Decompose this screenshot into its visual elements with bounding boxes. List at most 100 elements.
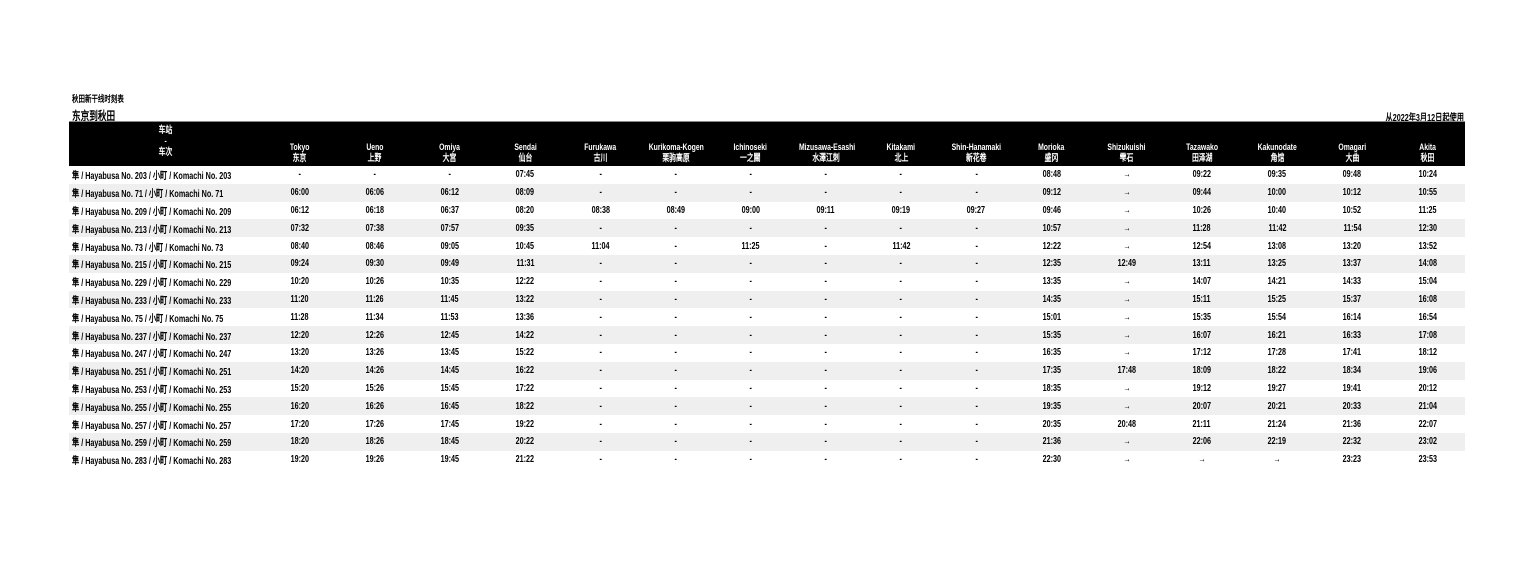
time-cell: 23:53 [1418, 454, 1437, 466]
station-name-en: Furukawa [584, 142, 617, 153]
time-cell: - [713, 183, 789, 202]
train-name: 隼 / Hayabusa No. 71 / 小町 / Komachi No. 7… [69, 183, 262, 202]
time-cell: - [599, 454, 602, 466]
time-cell: 07:57 [412, 219, 488, 238]
time-cell: 10:24 [1418, 169, 1437, 181]
time-cell: - [863, 432, 939, 451]
time-cell: 21:24 [1267, 418, 1287, 430]
time-cell: - [788, 361, 864, 380]
time-cell: 23:23 [1343, 454, 1362, 466]
station-name-en: Shin-Hanamaki [951, 142, 1001, 153]
time-cell: - [863, 326, 939, 344]
time-cell: 14:45 [412, 361, 488, 380]
time-cell: 17:08 [1389, 326, 1465, 344]
station-header-ichinoseki: Ichinoseki 一之關 [713, 121, 789, 166]
time-cell: 09:27 [967, 204, 986, 216]
table-row: 隼 / Hayabusa No. 213 / 小町 / Komachi No. … [69, 219, 1465, 238]
time-cell: - [749, 418, 752, 430]
train-name: 隼 / Hayabusa No. 283 / 小町 / Komachi No. … [72, 456, 232, 468]
time-cell: 15:22 [515, 347, 535, 359]
time-cell: - [899, 276, 903, 288]
time-cell: - [674, 382, 677, 394]
time-cell: - [373, 169, 376, 181]
time-cell: - [713, 361, 789, 380]
time-cell: 18:26 [337, 432, 413, 451]
time-cell: → [1089, 219, 1165, 238]
station-name-zh: 古川 [593, 153, 608, 164]
time-cell: 11:28 [1164, 219, 1240, 238]
time-cell: - [824, 418, 828, 430]
time-cell: 11:53 [412, 308, 488, 327]
station-header-sendai: Sendai 仙台 [487, 121, 563, 166]
time-cell: - [975, 418, 978, 430]
time-cell: 12:26 [337, 326, 413, 344]
station-name-en: Akita [1419, 142, 1436, 153]
time-cell: 10:52 [1343, 204, 1362, 216]
time-cell: - [824, 169, 828, 181]
time-cell: - [788, 432, 864, 451]
time-cell: - [637, 308, 714, 327]
time-cell: 10:40 [1267, 204, 1287, 216]
time-cell: 10:35 [440, 276, 460, 288]
train-name: 隼 / Hayabusa No. 247 / 小町 / Komachi No. … [72, 349, 232, 361]
time-cell: - [637, 183, 714, 202]
station-name-en: Shizukuishi [1107, 142, 1146, 153]
time-cell: 11:20 [262, 290, 338, 309]
time-cell: 19:12 [1192, 382, 1212, 394]
train-name: 隼 / Hayabusa No. 75 / 小町 / Komachi No. 7… [72, 313, 224, 325]
time-cell: 12:54 [1192, 240, 1212, 252]
time-cell: 11:25 [1418, 204, 1437, 216]
station-header-kakunodate: Kakunodate 角馆 [1239, 121, 1315, 166]
time-cell: 20:48 [1117, 418, 1136, 430]
table-row: 隼 / Hayabusa No. 229 / 小町 / Komachi No. … [69, 273, 1465, 291]
time-cell: → [1089, 308, 1165, 327]
time-cell: - [749, 276, 752, 288]
time-cell: 15:20 [290, 382, 309, 394]
time-cell: - [899, 347, 903, 359]
time-cell: 11:25 [741, 240, 760, 252]
time-cell: - [562, 219, 638, 238]
station-header-ueno: Ueno 上野 [337, 121, 413, 166]
time-cell: → [1089, 290, 1165, 309]
time-cell: - [599, 347, 602, 359]
time-cell: 10:12 [1314, 183, 1390, 202]
table-row: 隼 / Hayabusa No. 215 / 小町 / Komachi No. … [69, 254, 1465, 273]
time-cell: 09:24 [262, 254, 338, 273]
train-name: 隼 / Hayabusa No. 237 / 小町 / Komachi No. … [69, 326, 262, 344]
time-cell: 10:57 [1013, 219, 1090, 238]
time-cell: - [938, 361, 1014, 380]
station-name-zh: 仙台 [518, 153, 532, 164]
time-cell: 17:28 [1267, 347, 1287, 359]
table-row: 隼 / Hayabusa No. 283 / 小町 / Komachi No. … [69, 451, 1465, 469]
time-cell: 22:07 [1418, 418, 1437, 430]
station-name-en: Kitakami [886, 142, 916, 153]
time-cell: 08:46 [365, 240, 384, 252]
time-cell: 21:11 [1192, 418, 1211, 430]
time-cell: 12:35 [1013, 254, 1090, 273]
time-cell: - [749, 169, 752, 181]
time-cell: → [1273, 454, 1281, 466]
time-cell: 15:26 [365, 382, 384, 394]
time-cell: - [562, 290, 638, 309]
time-cell: - [788, 326, 864, 344]
time-cell: 10:45 [515, 240, 535, 252]
time-cell: - [975, 169, 978, 181]
station-header-shizukuishi: Shizukuishi 雫石 [1089, 121, 1165, 166]
time-cell: - [713, 254, 789, 273]
time-cell: 14:08 [1389, 254, 1465, 273]
station-header-mizusawa-esashi: Mizusawa-Esashi 水澤江刺 [788, 121, 864, 166]
time-cell: 08:40 [290, 240, 309, 252]
time-cell: 16:14 [1314, 308, 1390, 327]
station-name-zh: 雫石 [1119, 153, 1134, 164]
time-cell: 14:26 [337, 361, 413, 380]
time-cell: 19:27 [1267, 382, 1287, 394]
time-cell: 09:11 [816, 204, 835, 216]
time-cell: 22:32 [1314, 432, 1390, 451]
time-cell: 18:12 [1418, 347, 1437, 359]
time-cell: 18:09 [1164, 361, 1240, 380]
time-cell: 14:07 [1192, 276, 1212, 288]
time-cell: → [1123, 454, 1131, 466]
time-cell: 22:19 [1239, 432, 1315, 451]
time-cell: - [674, 418, 677, 430]
time-cell: - [674, 454, 677, 466]
